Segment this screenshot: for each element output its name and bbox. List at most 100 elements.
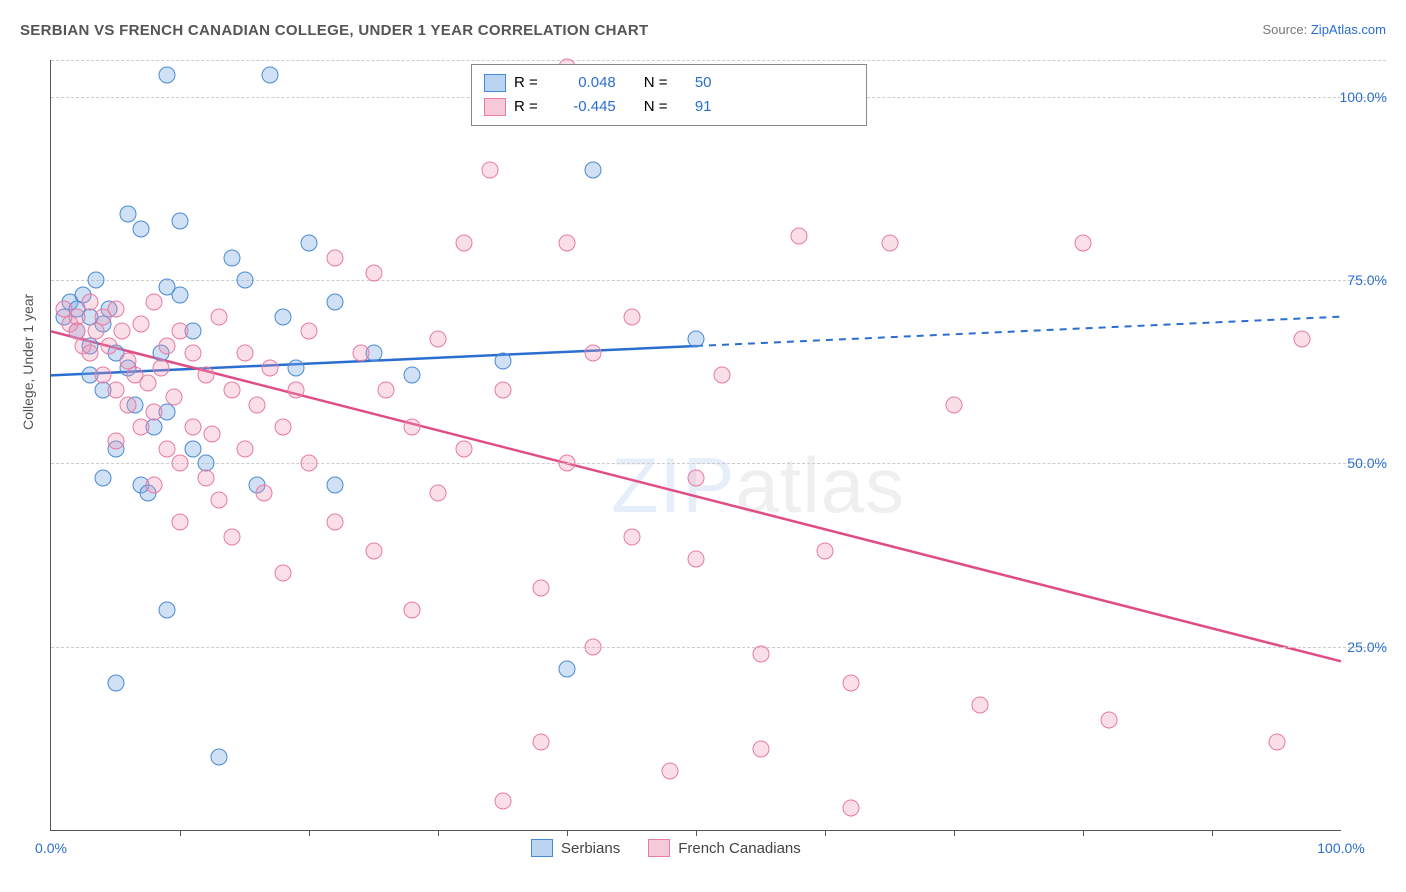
data-point <box>159 602 176 619</box>
y-tick-label: 75.0% <box>1347 272 1395 288</box>
data-point <box>791 228 808 245</box>
n-label: N = <box>644 95 668 119</box>
watermark-thin: atlas <box>735 441 905 529</box>
x-tick-label: 100.0% <box>1317 840 1364 856</box>
data-point <box>172 455 189 472</box>
data-point <box>210 308 227 325</box>
data-point <box>120 396 137 413</box>
data-point <box>210 748 227 765</box>
data-point <box>275 565 292 582</box>
legend-row-french-canadians: R = -0.445 N = 91 <box>484 95 854 119</box>
n-value-french-canadians: 91 <box>676 95 712 119</box>
x-tick <box>567 830 568 836</box>
swatch-french-canadians-icon <box>648 839 670 857</box>
data-point <box>688 470 705 487</box>
data-point <box>172 286 189 303</box>
data-point <box>352 345 369 362</box>
data-point <box>326 514 343 531</box>
data-point <box>113 323 130 340</box>
data-point <box>1075 235 1092 252</box>
data-point <box>101 338 118 355</box>
data-point <box>481 162 498 179</box>
data-point <box>559 235 576 252</box>
data-point <box>494 382 511 399</box>
data-point <box>288 360 305 377</box>
data-point <box>713 367 730 384</box>
data-point <box>817 543 834 560</box>
data-point <box>133 220 150 237</box>
y-tick-label: 100.0% <box>1340 89 1395 105</box>
data-point <box>94 367 111 384</box>
data-point <box>430 330 447 347</box>
data-point <box>107 301 124 318</box>
x-tick <box>825 830 826 836</box>
data-point <box>494 352 511 369</box>
data-point <box>236 440 253 457</box>
data-point <box>752 646 769 663</box>
data-point <box>275 418 292 435</box>
legend-label-serbians: Serbians <box>561 840 620 857</box>
r-label: R = <box>514 95 538 119</box>
r-value-french-canadians: -0.445 <box>546 95 616 119</box>
watermark: ZIPatlas <box>611 440 905 531</box>
r-value-serbians: 0.048 <box>546 71 616 95</box>
data-point <box>255 484 272 501</box>
data-point <box>133 316 150 333</box>
data-point <box>184 418 201 435</box>
data-point <box>107 433 124 450</box>
data-point <box>326 477 343 494</box>
data-point <box>159 338 176 355</box>
data-point <box>262 66 279 83</box>
n-value-serbians: 50 <box>676 71 712 95</box>
data-point <box>404 418 421 435</box>
legend-item-french-canadians: French Canadians <box>648 839 801 857</box>
y-tick-label: 25.0% <box>1347 639 1395 655</box>
n-label: N = <box>644 71 668 95</box>
data-point <box>133 418 150 435</box>
x-tick <box>1212 830 1213 836</box>
data-point <box>301 455 318 472</box>
source-prefix: Source: <box>1262 22 1310 37</box>
correlation-legend: R = 0.048 N = 50 R = -0.445 N = 91 <box>471 64 867 126</box>
x-tick <box>180 830 181 836</box>
x-tick <box>1083 830 1084 836</box>
data-point <box>223 250 240 267</box>
gridline <box>51 463 1386 464</box>
data-point <box>184 345 201 362</box>
x-tick <box>954 830 955 836</box>
data-point <box>107 675 124 692</box>
data-point <box>946 396 963 413</box>
data-point <box>971 697 988 714</box>
data-point <box>559 455 576 472</box>
data-point <box>152 360 169 377</box>
data-point <box>623 308 640 325</box>
data-point <box>94 470 111 487</box>
data-point <box>752 741 769 758</box>
swatch-serbians-icon <box>531 839 553 857</box>
data-point <box>88 272 105 289</box>
swatch-serbians <box>484 74 506 92</box>
y-axis-label: College, Under 1 year <box>20 294 36 430</box>
data-point <box>159 440 176 457</box>
x-tick <box>438 830 439 836</box>
data-point <box>107 382 124 399</box>
data-point <box>533 580 550 597</box>
data-point <box>662 763 679 780</box>
r-label: R = <box>514 71 538 95</box>
data-point <box>842 675 859 692</box>
watermark-bold: ZIP <box>611 441 735 529</box>
data-point <box>559 660 576 677</box>
source-link[interactable]: ZipAtlas.com <box>1311 22 1386 37</box>
data-point <box>236 272 253 289</box>
data-point <box>326 294 343 311</box>
data-point <box>842 800 859 817</box>
data-point <box>197 367 214 384</box>
data-point <box>139 374 156 391</box>
data-point <box>172 514 189 531</box>
data-point <box>262 360 279 377</box>
data-point <box>533 734 550 751</box>
data-point <box>236 345 253 362</box>
data-point <box>159 66 176 83</box>
data-point <box>1100 712 1117 729</box>
data-point <box>1294 330 1311 347</box>
